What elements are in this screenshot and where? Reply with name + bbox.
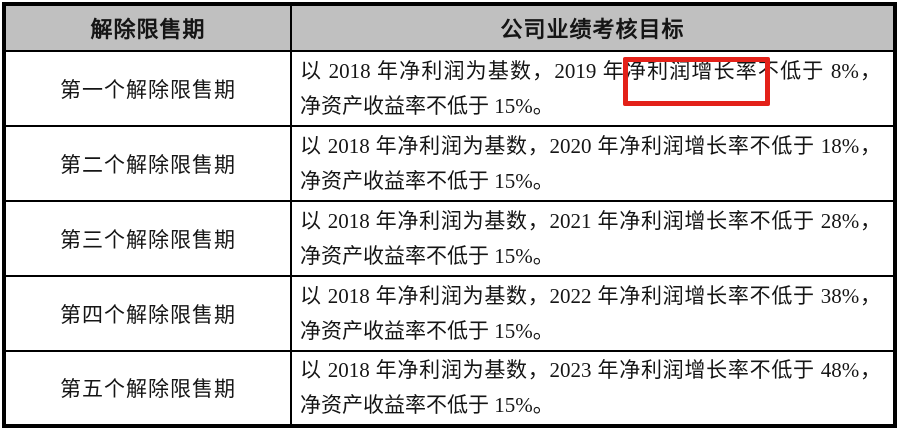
table-row: 第四个解除限售期 以 2018 年净利润为基数，2022 年净利润增长率不低于 … xyxy=(3,275,896,352)
period-cell: 第二个解除限售期 xyxy=(3,125,292,202)
goal-cell: 以 2018 年净利润为基数，2021 年净利润增长率不低于 28%， 净资产收… xyxy=(290,200,896,277)
goal-text-line1: 以 2018 年净利润为基数，2022 年净利润增长率不低于 38%， xyxy=(300,283,881,308)
goal-cell: 以 2018 年净利润为基数，2019 年净利润增长率不低于 8%， 净资产收益… xyxy=(290,50,896,127)
goal-cell: 以 2018 年净利润为基数，2022 年净利润增长率不低于 38%， 净资产收… xyxy=(290,275,896,352)
goal-text-line1: 以 2018 年净利润为基数，2021 年净利润增长率不低于 28%， xyxy=(300,208,881,233)
col-header-release-period: 解除限售期 xyxy=(3,3,292,52)
period-cell: 第四个解除限售期 xyxy=(3,275,292,352)
period-cell: 第一个解除限售期 xyxy=(3,50,292,127)
goal-text-line1: 以 2018 年净利润为基数，2023 年净利润增长率不低于 48%， xyxy=(300,358,881,382)
goal-cell: 以 2018 年净利润为基数，2020 年净利润增长率不低于 18%， 净资产收… xyxy=(290,125,896,202)
goal-cell: 以 2018 年净利润为基数，2023 年净利润增长率不低于 48%， 净资产收… xyxy=(290,350,896,427)
period-cell: 第五个解除限售期 xyxy=(3,350,292,427)
goal-text-line1: 以 2018 年净利润为基数，2020 年净利润增长率不低于 18%， xyxy=(300,133,881,158)
goal-text-line1: 以 2018 年净利润为基数，2019 年净利润增长率不低于 8%， xyxy=(300,58,881,83)
col-header-performance-target: 公司业绩考核目标 xyxy=(290,3,896,52)
goal-text-line2: 净资产收益率不低于 15%。 xyxy=(300,318,554,343)
goal-text-line2: 净资产收益率不低于 15%。 xyxy=(300,168,554,193)
goal-text-line2: 净资产收益率不低于 15%。 xyxy=(300,393,554,417)
goal-text-line2: 净资产收益率不低于 15%。 xyxy=(300,93,554,118)
table-row: 第五个解除限售期 以 2018 年净利润为基数，2023 年净利润增长率不低于 … xyxy=(3,350,896,427)
header-row: 解除限售期 公司业绩考核目标 xyxy=(3,3,896,52)
table-row: 第一个解除限售期 以 2018 年净利润为基数，2019 年净利润增长率不低于 … xyxy=(3,50,896,127)
table-row: 第三个解除限售期 以 2018 年净利润为基数，2021 年净利润增长率不低于 … xyxy=(3,200,896,277)
period-cell: 第三个解除限售期 xyxy=(3,200,292,277)
table-row: 第二个解除限售期 以 2018 年净利润为基数，2020 年净利润增长率不低于 … xyxy=(3,125,896,202)
goal-text-line2: 净资产收益率不低于 15%。 xyxy=(300,243,554,268)
